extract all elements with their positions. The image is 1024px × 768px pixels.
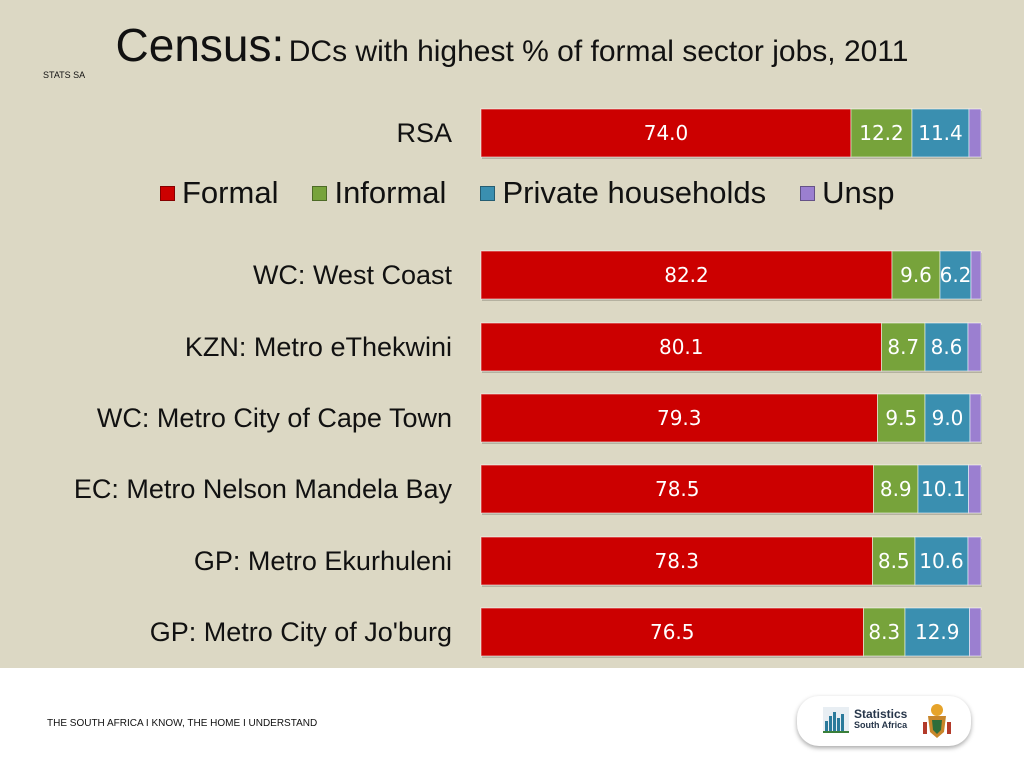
bar-segment-private-households (924, 393, 971, 443)
logo-line-2: South Africa (854, 720, 908, 730)
category-label: GP: Metro City of Jo'burg (150, 617, 452, 647)
bar-segment-informal (850, 108, 913, 158)
bar-segment-formal (480, 607, 864, 657)
bar-segment-private-households (924, 322, 969, 372)
bar-segment-private-households (917, 464, 969, 514)
stats-sa-logo: Statistics South Africa (797, 696, 971, 746)
legend: Formal Informal Private households Unsp (160, 173, 894, 213)
bar-segment-informal (863, 607, 906, 657)
category-label: RSA (396, 118, 452, 148)
bar-segment-private-households (904, 607, 970, 657)
bar-segment-formal (480, 536, 873, 586)
bar-segment-informal (881, 322, 926, 372)
category-label: WC: Metro City of Cape Town (97, 403, 452, 433)
legend-item-private-households: Private households (480, 175, 766, 211)
data-label-informal: 9.6 (900, 263, 932, 287)
data-label-informal: 8.3 (868, 620, 900, 644)
legend-swatch-private-households (480, 185, 496, 201)
legend-swatch-informal (312, 185, 328, 201)
footer: THE SOUTH AFRICA I KNOW, THE HOME I UNDE… (0, 668, 1024, 768)
bar-segment-unsp (967, 322, 982, 372)
bar-segment-unsp (970, 250, 982, 300)
data-label-private-households: 11.4 (918, 121, 963, 145)
bar-segment-informal (872, 536, 916, 586)
stacked-bar-chart: RSA 74.0 12.2 11.4 WC: West Coast 82.2 9.6 6.2 K… (74, 108, 982, 658)
bar-segment-unsp (968, 108, 982, 158)
source-label: STATS SA (43, 70, 86, 80)
data-label-informal: 8.7 (887, 335, 919, 359)
data-label-private-households: 8.6 (931, 335, 963, 359)
legend-swatch-formal (160, 185, 175, 201)
data-label-formal: 82.2 (664, 263, 709, 287)
data-label-informal: 8.5 (878, 549, 910, 573)
bar-segment-unsp (969, 607, 982, 657)
data-label-private-households: 9.0 (932, 406, 964, 430)
legend-item-unsp: Unsp (800, 175, 894, 211)
bar-segment-unsp (967, 536, 982, 586)
data-label-formal: 79.3 (657, 406, 702, 430)
logo-text: Statistics South Africa (854, 707, 908, 731)
bar-segment-informal (873, 464, 919, 514)
bar-segment-formal (480, 108, 852, 158)
legend-item-formal: Formal (160, 175, 278, 211)
data-label-informal: 9.5 (885, 406, 917, 430)
data-label-formal: 74.0 (644, 121, 689, 145)
bar-graph-icon (823, 707, 849, 733)
data-label-informal: 12.2 (859, 121, 904, 145)
data-label-formal: 80.1 (659, 335, 704, 359)
coat-of-arms-icon (923, 704, 951, 738)
legend-label-private-households: Private households (502, 175, 767, 210)
data-label-formal: 76.5 (650, 620, 695, 644)
legend-label-formal: Formal (182, 175, 279, 210)
bar-segment-informal (877, 393, 926, 443)
legend-swatch-unsp (800, 185, 816, 201)
logo-line-1: Statistics (854, 707, 908, 721)
category-label: KZN: Metro eThekwini (185, 332, 452, 362)
category-label: EC: Metro Nelson Mandela Bay (74, 474, 453, 504)
data-label-private-households: 10.1 (921, 477, 966, 501)
bar-segment-formal (480, 393, 878, 443)
bar-segment-private-households (914, 536, 969, 586)
legend-label-informal: Informal (334, 175, 447, 210)
category-label: GP: Metro Ekurhuleni (194, 546, 452, 576)
title-main: Census: (115, 19, 285, 71)
legend-label-unsp: Unsp (822, 175, 895, 210)
bar-segment-private-households (939, 250, 972, 300)
data-label-formal: 78.5 (655, 477, 700, 501)
footer-tagline: THE SOUTH AFRICA I KNOW, THE HOME I UNDE… (47, 718, 318, 729)
data-label-formal: 78.3 (654, 549, 699, 573)
data-label-private-households: 12.9 (915, 620, 960, 644)
bar-segment-unsp (969, 393, 982, 443)
title-subtitle: DCs with highest % of formal sector jobs… (288, 35, 909, 68)
bar-segment-unsp (968, 464, 982, 514)
category-label: WC: West Coast (253, 260, 453, 290)
legend-item-informal: Informal (312, 175, 446, 211)
data-label-informal: 8.9 (880, 477, 912, 501)
data-label-private-households: 10.6 (919, 549, 964, 573)
chart-title: Census: DCs with highest % of formal sec… (0, 18, 1024, 72)
bar-segment-informal (891, 250, 941, 300)
data-label-private-households: 6.2 (940, 263, 972, 287)
